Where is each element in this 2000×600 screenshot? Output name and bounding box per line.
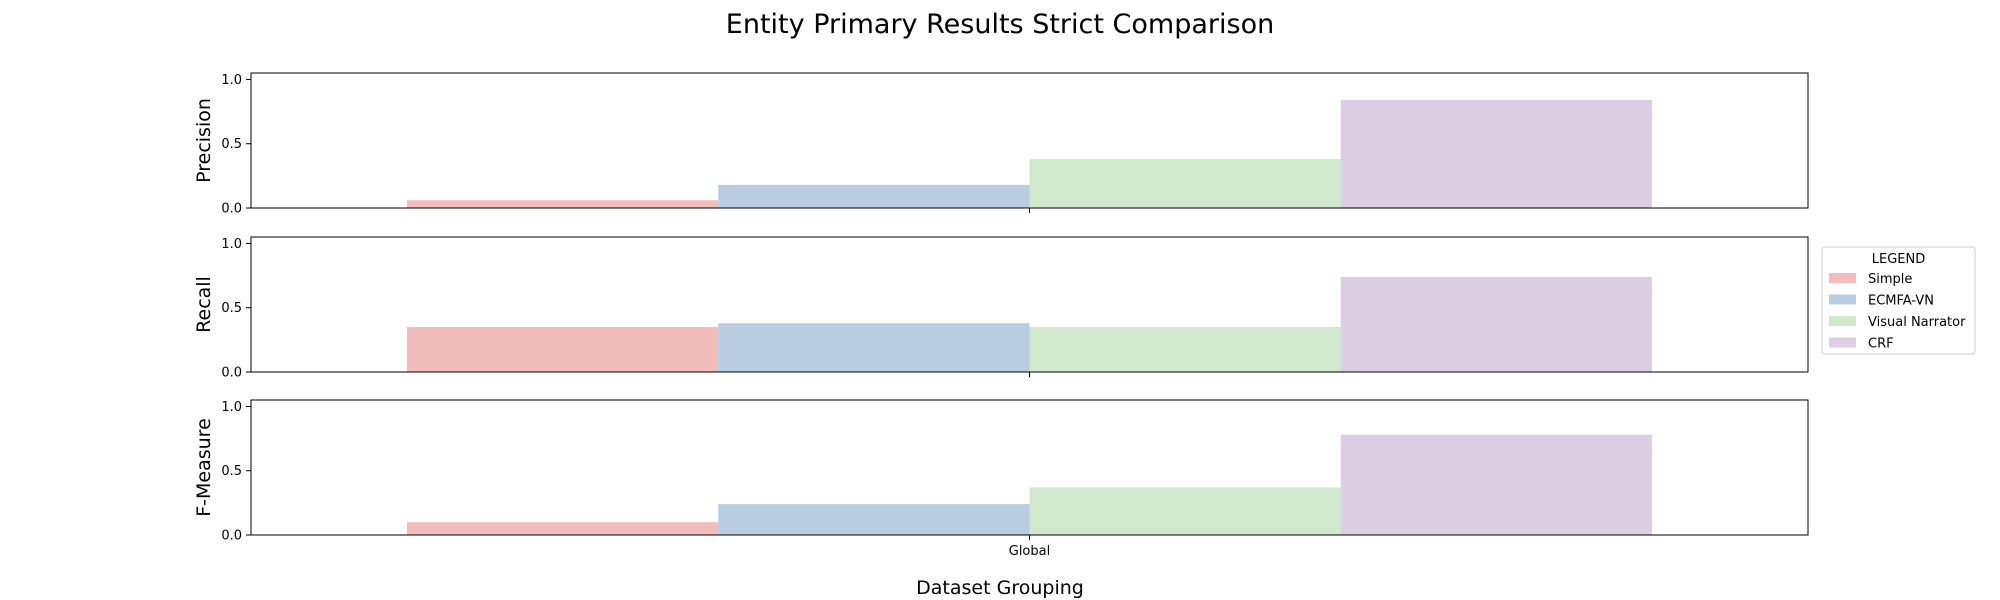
panel-f-measure: 0.0 0.5 1.0 F-Measure xyxy=(193,399,1809,544)
y-tick-label: 1.0 xyxy=(221,73,242,88)
y-tick-label: 0.5 xyxy=(221,464,242,479)
bar-visual-narrator xyxy=(1029,327,1341,372)
legend-swatch xyxy=(1829,294,1856,305)
panel-recall: 0.0 0.5 1.0 Recall xyxy=(193,236,1809,381)
bar-simple xyxy=(407,200,719,208)
x-tick-label: Global xyxy=(1009,544,1050,559)
y-tick-label: 0.0 xyxy=(221,202,242,217)
legend: LEGEND Simple ECMFA-VN Visual Narrator CRF xyxy=(1821,246,1976,355)
bar-ecmfa-vn xyxy=(718,504,1030,535)
bar-ecmfa-vn xyxy=(718,184,1030,208)
bar-crf xyxy=(1340,100,1652,208)
legend-title: LEGEND xyxy=(1872,252,1925,267)
legend-label: Visual Narrator xyxy=(1868,315,1966,330)
legend-label: CRF xyxy=(1868,337,1894,352)
panel-precision: 0.0 0.5 1.0 Precision xyxy=(193,72,1809,217)
legend-label: Simple xyxy=(1868,272,1912,287)
bar-visual-narrator xyxy=(1029,159,1341,208)
y-tick-label: 0.0 xyxy=(221,366,242,381)
bar-crf xyxy=(1340,276,1652,372)
panels-layer: 0.0 0.5 1.0 Precision 0.0 0.5 1.0 Recall 0.0 0.5 1… xyxy=(193,72,1809,559)
y-tick-label: 0.5 xyxy=(221,137,242,152)
y-axis-label: Recall xyxy=(193,276,215,333)
chart-title: Entity Primary Results Strict Comparison xyxy=(726,9,1274,40)
bar-crf xyxy=(1340,434,1652,535)
y-tick-label: 0.5 xyxy=(221,301,242,316)
y-tick-label: 1.0 xyxy=(221,400,242,415)
legend-label: ECMFA-VN xyxy=(1868,294,1934,309)
bar-ecmfa-vn xyxy=(718,323,1030,372)
y-axis-label: F-Measure xyxy=(193,418,215,517)
y-axis-label: Precision xyxy=(193,98,215,183)
x-axis-label: Dataset Grouping xyxy=(916,577,1084,599)
legend-box xyxy=(1821,246,1976,355)
bar-simple xyxy=(407,522,719,535)
legend-swatch xyxy=(1829,316,1856,326)
legend-swatch xyxy=(1829,337,1856,348)
y-tick-label: 0.0 xyxy=(221,529,242,544)
legend-swatch xyxy=(1829,273,1856,283)
bar-visual-narrator xyxy=(1029,487,1341,535)
y-tick-label: 1.0 xyxy=(221,237,242,252)
bar-simple xyxy=(407,327,719,372)
